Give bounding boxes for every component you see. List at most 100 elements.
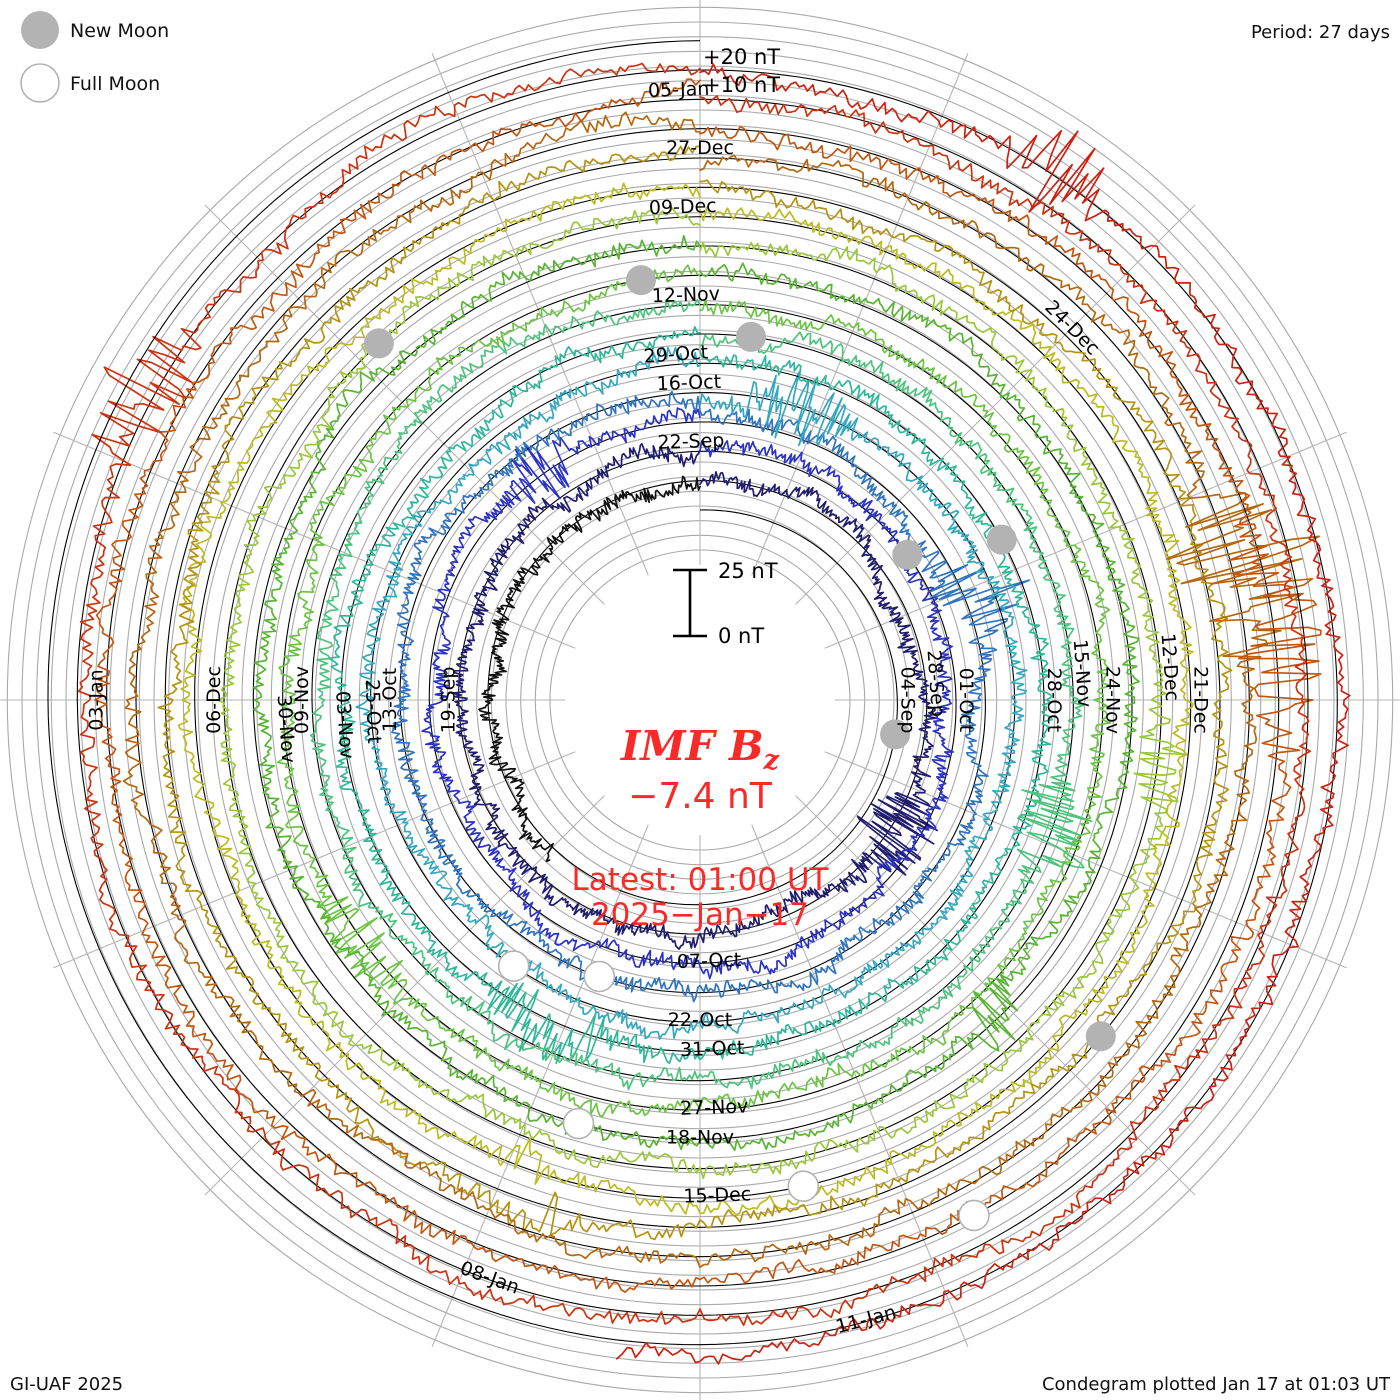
ring-date-label: 29-Oct: [643, 341, 709, 367]
ring-date-label: 16-Oct: [656, 371, 721, 395]
grid-spoke: [53, 431, 576, 649]
ring-date-label: 06-Dec: [203, 666, 225, 734]
ring-date-label: 15-Nov: [1069, 639, 1096, 708]
grid-spoke: [795, 204, 1196, 605]
ring-date-label: 30-Nov: [273, 694, 300, 763]
rotation-trace-08-jan: [77, 62, 1312, 1327]
new-moon-marker: [626, 265, 656, 296]
new-moon-marker: [1085, 1021, 1116, 1052]
new-moon-marker: [880, 719, 911, 750]
rotation-trace-04-sep: [478, 475, 701, 863]
ring-date-label: 09-Nov: [291, 666, 313, 734]
rotation-trace-03-jan: [94, 78, 1322, 1293]
ring-date-label: 27-Nov: [680, 1095, 749, 1119]
imf-bz-title: IMF Bz: [620, 722, 780, 776]
zero-baseline-arc: [76, 69, 1309, 1316]
latest-time: Latest: 01:00 UT: [572, 862, 830, 898]
ring-date-label: 15-Dec: [683, 1183, 752, 1207]
ring-date-label: 24-Nov: [1102, 666, 1124, 734]
full-moon-marker: [497, 950, 530, 982]
ring-date-label: 03-Jan: [86, 669, 108, 730]
ring-date-label: 22-Oct: [668, 1009, 732, 1031]
new-moon-marker: [363, 328, 394, 359]
ring-date-label: 13-Oct: [379, 668, 401, 732]
imf-bz-main: IMF B: [620, 722, 764, 770]
rotation-trace-28-oct: [327, 326, 1053, 1065]
ring-date-label: 12-Dec: [1157, 633, 1184, 702]
period-label: Period: 27 days: [1251, 22, 1390, 43]
ring-date-label: 28-Sep: [922, 649, 949, 717]
scale-label-10nt: +10 nT: [703, 73, 780, 97]
ring-date-label: 04-Sep: [896, 667, 918, 734]
grid-spoke: [751, 53, 969, 576]
new-moon-marker: [986, 524, 1017, 555]
ring-date-label: 05-Jan: [648, 78, 710, 102]
legend: New Moon Full Moon: [20, 11, 169, 103]
ring-date-label: 03-Nov: [331, 690, 358, 759]
rotation-trace-27-dec: [122, 111, 1321, 1269]
full-moon-marker: [583, 960, 616, 993]
rotation-trace-22-oct: [355, 346, 1028, 1040]
ring-date-label-layer: 04-Sep 19-Sep 22-Sep 28-Sep 01-Oct 07-Oct 13-O…: [86, 78, 1212, 1338]
credit-label: GI-UAF 2025: [10, 1374, 123, 1395]
scale-bar-top-label: 25 nT: [718, 559, 778, 583]
ring-date-label: 25-Oct: [361, 679, 385, 744]
center-scale-bar: 25 nT 0 nT: [673, 559, 778, 648]
rotation-trace-09-nov: [309, 299, 1093, 1091]
ring-date-label: 01-Oct: [955, 668, 977, 732]
rotation-trace-06-dec: [217, 207, 1185, 1180]
ring-date-label: 27-Dec: [666, 137, 734, 159]
grid-spoke: [204, 795, 605, 1196]
new-moon-icon: [21, 11, 59, 49]
ring-date-label: 09-Dec: [649, 195, 718, 219]
ring-date-label: 08-Jan: [457, 1257, 522, 1299]
rotation-trace-01-oct: [421, 407, 955, 980]
new-moon-marker: [892, 539, 923, 570]
full-moon-marker: [958, 1199, 990, 1232]
full-moon-icon: [20, 63, 60, 103]
center-readout: IMF Bz −7.4 nT Latest: 01:00 UT 2025−Jan…: [572, 722, 830, 933]
rotation-trace-19-sep: [450, 442, 939, 950]
new-moon-legend-label: New Moon: [70, 20, 169, 42]
ring-date-label: 19-Sep: [438, 667, 460, 734]
ring-date-label: 31-Oct: [680, 1037, 745, 1061]
scale-bar-bottom-label: 0 nT: [718, 624, 764, 648]
full-moon-marker: [562, 1107, 595, 1140]
full-moon-legend-label: Full Moon: [70, 73, 160, 95]
rotation-trace-21-dec: [177, 182, 1194, 1216]
rotation-trace-24-dec: [157, 145, 1233, 1241]
spiral-trace-layer: [47, 40, 1351, 1365]
moon-marker-layer: [363, 265, 1116, 1232]
zero-baseline-arc: [487, 480, 898, 906]
new-moon-marker: [736, 321, 766, 352]
rotation-trace-24-nov: [276, 264, 1112, 1118]
imf-bz-subscript: z: [763, 745, 780, 776]
zero-baseline-arc: [47, 40, 1338, 1346]
ring-date-label: 21-Dec: [1190, 666, 1212, 734]
full-moon-marker: [787, 1170, 820, 1202]
rotation-trace-13-oct: [391, 390, 1031, 1003]
ring-date-label: 28-Oct: [1043, 668, 1065, 732]
ring-date-label: 12-Nov: [651, 283, 720, 307]
rotation-trace-11-jan: [615, 63, 1351, 1365]
zero-baseline-arc: [428, 421, 957, 964]
ring-date-label: 18-Nov: [666, 1126, 734, 1148]
scale-label-20nt: +20 nT: [703, 45, 780, 69]
grid-spoke: [204, 204, 605, 605]
rotation-trace-18-nov: [252, 234, 1140, 1152]
zero-baseline-arc: [252, 245, 1133, 1140]
zero-baseline-arc: [194, 186, 1192, 1199]
zero-baseline-arc: [164, 157, 1221, 1228]
ring-date-label: 22-Sep: [657, 430, 725, 454]
ring-date-label: 07-Oct: [677, 949, 742, 973]
ring-date-label: 11-Jan: [834, 1301, 899, 1338]
zero-baseline-arc: [399, 392, 986, 994]
latest-date: 2025−Jan−17: [591, 897, 809, 933]
zero-baseline-arc: [311, 304, 1074, 1082]
plotted-label: Condegram plotted Jan 17 at 01:03 UT: [1042, 1374, 1391, 1395]
imf-bz-value: −7.4 nT: [628, 776, 773, 817]
grid-spoke: [824, 751, 1347, 969]
zero-baseline-arc: [135, 128, 1250, 1258]
